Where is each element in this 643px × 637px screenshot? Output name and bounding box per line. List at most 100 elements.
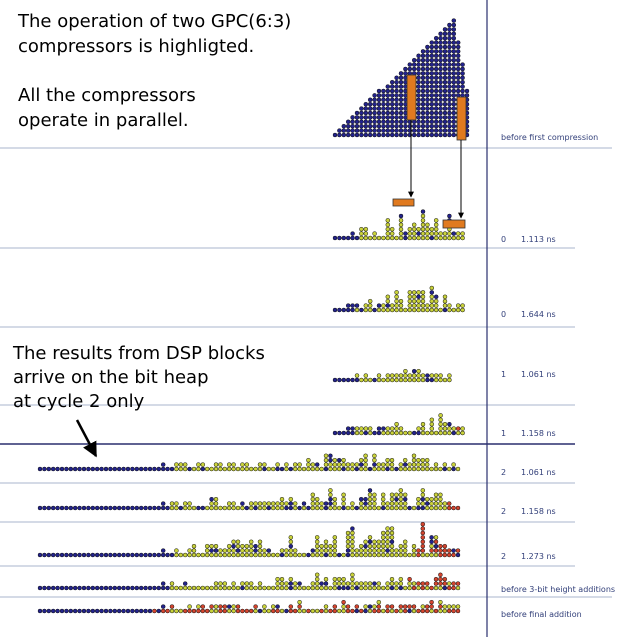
bit	[376, 303, 382, 308]
bit	[200, 608, 206, 614]
bit	[385, 426, 391, 431]
bit	[389, 235, 395, 241]
bit	[90, 505, 96, 511]
bit	[196, 505, 201, 511]
bit	[447, 22, 452, 28]
bit	[191, 543, 197, 549]
bit	[394, 97, 399, 103]
bit	[420, 530, 426, 536]
bit	[332, 132, 338, 138]
bit	[209, 548, 214, 553]
bit	[420, 235, 426, 241]
bit	[442, 377, 448, 383]
bit	[380, 505, 386, 511]
bit	[275, 585, 280, 591]
bit	[200, 462, 206, 467]
bit	[345, 539, 351, 545]
bit	[328, 543, 333, 549]
bit	[350, 307, 355, 313]
bit	[429, 285, 435, 291]
bit	[394, 106, 399, 111]
cycle-label: 0	[501, 310, 506, 319]
bit	[394, 421, 399, 427]
bit	[433, 303, 439, 308]
bit	[460, 84, 465, 89]
bit	[411, 128, 417, 133]
bit	[416, 119, 421, 125]
bit	[460, 430, 465, 436]
bit	[394, 298, 399, 304]
bit	[425, 235, 430, 241]
bit	[447, 213, 452, 219]
bit	[385, 457, 390, 463]
bit	[345, 530, 351, 536]
bit	[240, 501, 245, 506]
bit	[438, 377, 443, 383]
bit	[337, 132, 342, 138]
bit	[354, 128, 360, 133]
bit	[332, 581, 338, 586]
bit	[367, 505, 373, 511]
bit	[363, 462, 368, 467]
bit	[372, 97, 377, 103]
bit	[407, 303, 413, 308]
bit	[376, 430, 382, 436]
bit	[354, 373, 360, 378]
bit	[196, 466, 201, 472]
bit	[455, 66, 461, 72]
bit	[306, 585, 311, 591]
bit	[403, 235, 408, 241]
bit	[424, 585, 430, 591]
bit	[292, 585, 298, 591]
bit	[416, 123, 421, 129]
bit	[416, 75, 421, 81]
bit	[442, 543, 448, 549]
bit	[209, 466, 214, 472]
bit	[314, 535, 320, 540]
bit	[429, 535, 434, 540]
bit	[196, 585, 201, 591]
bit	[359, 235, 364, 241]
bit	[125, 585, 131, 591]
bit	[204, 608, 210, 614]
bit	[178, 552, 184, 558]
bit	[363, 119, 369, 125]
bit	[354, 235, 360, 241]
bit	[359, 115, 364, 120]
bit	[451, 231, 457, 236]
bit	[319, 608, 324, 614]
bit	[381, 97, 386, 103]
bit	[213, 604, 219, 609]
bit	[345, 235, 351, 241]
bit	[407, 226, 413, 232]
bit	[240, 505, 245, 511]
bit	[147, 608, 153, 614]
bit	[116, 585, 122, 591]
bit	[429, 110, 435, 116]
bit	[398, 226, 404, 232]
bit	[433, 101, 439, 107]
bit	[411, 453, 417, 459]
bit	[72, 466, 78, 472]
bit	[424, 581, 430, 586]
bit	[50, 505, 56, 511]
bit	[319, 581, 324, 586]
bit	[240, 466, 245, 472]
bit	[451, 123, 457, 129]
bit	[394, 110, 399, 116]
bit	[464, 93, 470, 98]
bit	[416, 457, 421, 463]
bit	[345, 119, 351, 125]
bit	[341, 123, 347, 129]
bit	[442, 75, 448, 81]
bit	[174, 608, 179, 614]
bit	[394, 377, 399, 383]
bit	[182, 505, 188, 511]
bit	[455, 505, 461, 511]
bit	[323, 604, 329, 609]
bit	[447, 373, 452, 378]
bit	[55, 585, 60, 591]
bit	[372, 505, 377, 511]
bit	[442, 27, 448, 32]
bit	[433, 75, 439, 81]
